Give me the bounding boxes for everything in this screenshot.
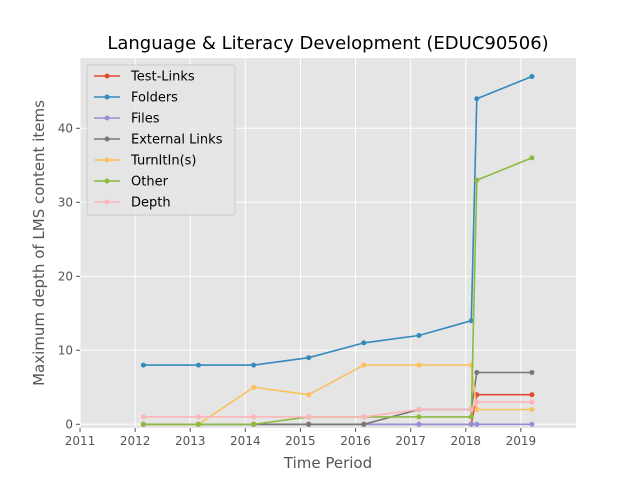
x-axis-ticks: 2011 2012 2013 2014 2015 2016 2017 2018 2019 <box>65 428 536 448</box>
data-point-files <box>474 421 480 427</box>
x-tick-label: 2017 <box>395 434 426 448</box>
data-point-folders <box>474 96 480 102</box>
legend: Test-Links Folders Files External Links Turn… <box>86 64 236 216</box>
legend-box <box>86 64 236 216</box>
legend-label-turnitin-s: TurnItIn(s) <box>130 154 196 169</box>
data-point-depth <box>195 414 201 420</box>
data-point-depth <box>361 414 367 420</box>
x-tick-label: 2012 <box>120 434 151 448</box>
data-point-other <box>251 421 257 427</box>
data-point-depth <box>468 407 474 412</box>
data-point-folders <box>251 362 257 368</box>
data-point-other <box>474 177 480 183</box>
legend-marker-files <box>104 115 110 121</box>
y-tick-label: 40 <box>58 121 73 135</box>
data-point-external-links <box>474 370 480 375</box>
data-point-other <box>468 414 474 420</box>
data-point-depth <box>416 407 422 412</box>
y-tick-label: 0 <box>65 417 73 431</box>
legend-marker-test-links <box>104 73 110 79</box>
x-axis-label: Time Period <box>283 454 372 472</box>
data-point-turnitin-s <box>529 407 535 412</box>
legend-label-depth: Depth <box>131 196 171 211</box>
data-point-other <box>416 414 422 420</box>
y-tick-label: 30 <box>58 195 73 209</box>
legend-marker-folders <box>104 94 110 100</box>
series-lines <box>140 74 535 427</box>
data-point-other <box>140 421 146 427</box>
data-point-turnitin-s <box>306 392 312 398</box>
data-point-other <box>195 421 201 427</box>
data-point-files <box>468 421 474 427</box>
x-tick-label: 2011 <box>65 434 96 448</box>
data-point-other <box>529 155 535 161</box>
y-axis-label: Maximum depth of LMS content items <box>30 100 48 386</box>
y-tick-label: 20 <box>58 269 73 283</box>
x-tick-label: 2016 <box>340 434 371 448</box>
legend-label-other: Other <box>131 175 169 190</box>
data-point-depth <box>140 414 146 420</box>
data-point-turnitin-s <box>416 362 422 368</box>
data-point-depth <box>251 414 257 420</box>
data-point-depth <box>306 414 312 420</box>
x-tick-label: 2018 <box>451 434 482 448</box>
data-point-folders <box>468 318 474 324</box>
data-point-folders <box>195 362 201 368</box>
legend-marker-depth <box>104 199 110 205</box>
data-point-depth <box>529 399 535 405</box>
data-point-turnitin-s <box>251 384 257 390</box>
data-point-external-links <box>529 370 535 375</box>
legend-label-files: Files <box>131 112 160 127</box>
data-point-folders <box>306 355 312 361</box>
legend-label-test-links: Test-Links <box>130 70 195 85</box>
x-tick-label: 2014 <box>230 434 261 448</box>
data-point-test-links <box>529 392 535 398</box>
x-tick-label: 2013 <box>175 434 206 448</box>
legend-marker-other <box>104 178 110 184</box>
data-point-external-links <box>361 421 367 427</box>
data-point-folders <box>361 340 367 346</box>
y-axis-ticks: 0 10 20 30 40 <box>58 121 80 431</box>
data-point-files <box>416 421 422 427</box>
data-point-external-links <box>306 421 312 427</box>
data-point-depth <box>474 399 480 405</box>
data-point-folders <box>140 362 146 368</box>
legend-label-external-links: External Links <box>131 133 223 148</box>
x-tick-label: 2015 <box>285 434 316 448</box>
data-point-files <box>529 421 535 427</box>
y-tick-label: 10 <box>58 343 73 357</box>
data-point-turnitin-s <box>474 407 480 412</box>
x-tick-label: 2019 <box>506 434 537 448</box>
data-point-folders <box>416 333 422 338</box>
legend-marker-external-links <box>104 136 110 142</box>
chart-title: Language & Literacy Development (EDUC905… <box>107 33 548 54</box>
legend-label-folders: Folders <box>131 91 178 106</box>
data-point-folders <box>529 74 535 79</box>
data-point-turnitin-s <box>361 362 367 368</box>
legend-marker-turnitin-s <box>104 157 110 163</box>
